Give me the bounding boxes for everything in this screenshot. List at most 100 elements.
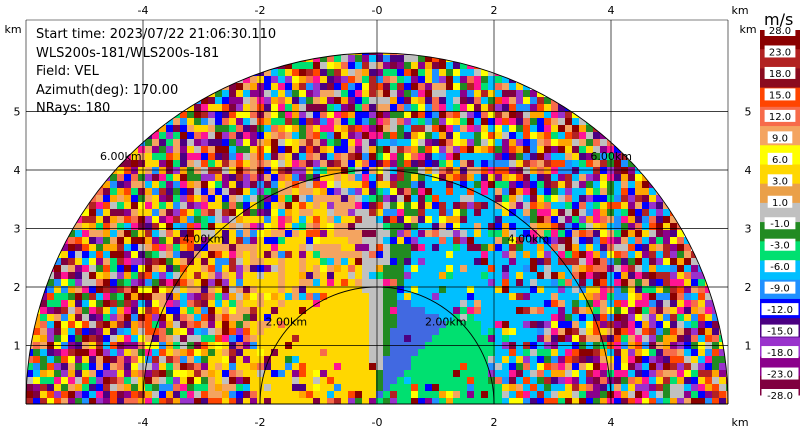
field-cell	[341, 391, 348, 398]
field-cell	[516, 307, 523, 314]
field-cell	[222, 384, 229, 391]
field-cell	[355, 251, 362, 258]
field-cell	[159, 216, 166, 223]
field-cell	[187, 153, 194, 160]
field-cell	[376, 69, 383, 76]
field-cell	[278, 335, 285, 342]
field-cell	[236, 363, 243, 370]
field-cell	[320, 188, 327, 195]
field-cell	[572, 370, 579, 377]
field-cell	[586, 314, 593, 321]
field-cell	[481, 153, 488, 160]
field-cell	[320, 90, 327, 97]
field-cell	[250, 195, 257, 202]
field-cell	[285, 237, 292, 244]
field-cell	[544, 153, 551, 160]
field-cell	[628, 209, 635, 216]
field-cell	[523, 209, 530, 216]
field-cell	[257, 286, 264, 293]
field-cell	[390, 125, 397, 132]
field-cell	[600, 146, 607, 153]
field-cell	[446, 314, 453, 321]
field-cell	[418, 244, 425, 251]
field-cell	[467, 328, 474, 335]
field-cell	[166, 279, 173, 286]
field-cell	[369, 139, 376, 146]
field-cell	[152, 258, 159, 265]
field-cell	[397, 69, 404, 76]
field-cell	[488, 398, 495, 404]
field-cell	[131, 244, 138, 251]
field-cell	[474, 335, 481, 342]
field-cell	[586, 139, 593, 146]
field-cell	[446, 300, 453, 307]
field-cell	[306, 195, 313, 202]
field-cell	[411, 139, 418, 146]
field-cell	[173, 237, 180, 244]
field-cell	[621, 258, 628, 265]
field-cell	[348, 398, 355, 404]
field-cell	[285, 125, 292, 132]
field-cell	[551, 356, 558, 363]
field-cell	[523, 258, 530, 265]
field-cell	[271, 258, 278, 265]
field-cell	[390, 195, 397, 202]
field-cell	[586, 244, 593, 251]
field-cell	[334, 209, 341, 216]
field-cell	[495, 139, 502, 146]
field-cell	[250, 279, 257, 286]
field-cell	[607, 314, 614, 321]
field-cell	[649, 237, 656, 244]
field-cell	[649, 377, 656, 384]
field-cell	[124, 188, 131, 195]
field-cell	[376, 349, 383, 356]
field-cell	[383, 53, 390, 55]
field-cell	[509, 370, 516, 377]
field-cell	[649, 209, 656, 216]
field-cell	[285, 398, 292, 404]
field-cell	[523, 174, 530, 181]
field-cell	[299, 300, 306, 307]
field-cell	[509, 314, 516, 321]
field-cell	[607, 307, 614, 314]
field-cell	[397, 391, 404, 398]
field-cell	[404, 328, 411, 335]
field-cell	[369, 237, 376, 244]
field-cell	[481, 391, 488, 398]
field-cell	[362, 188, 369, 195]
field-cell	[544, 160, 551, 167]
field-cell	[166, 195, 173, 202]
field-cell	[411, 188, 418, 195]
field-cell	[89, 202, 96, 209]
field-cell	[439, 104, 446, 111]
field-cell	[614, 321, 621, 328]
field-cell	[383, 62, 390, 69]
field-cell	[61, 363, 68, 370]
field-cell	[124, 216, 131, 223]
field-cell	[110, 377, 117, 384]
field-cell	[89, 265, 96, 272]
field-cell	[593, 384, 600, 391]
field-cell	[187, 188, 194, 195]
field-cell	[488, 76, 495, 83]
field-cell	[257, 328, 264, 335]
field-cell	[278, 146, 285, 153]
field-cell	[642, 307, 649, 314]
field-cell	[103, 335, 110, 342]
field-cell	[117, 188, 124, 195]
field-cell	[61, 265, 68, 272]
field-cell	[194, 195, 201, 202]
field-cell	[488, 370, 495, 377]
field-cell	[446, 279, 453, 286]
field-cell	[586, 202, 593, 209]
field-cell	[383, 216, 390, 223]
field-cell	[236, 307, 243, 314]
field-cell	[614, 398, 621, 404]
field-cell	[670, 384, 677, 391]
field-cell	[677, 279, 684, 286]
field-cell	[404, 223, 411, 230]
field-cell	[481, 328, 488, 335]
field-cell	[586, 230, 593, 237]
field-cell	[551, 314, 558, 321]
field-cell	[327, 216, 334, 223]
